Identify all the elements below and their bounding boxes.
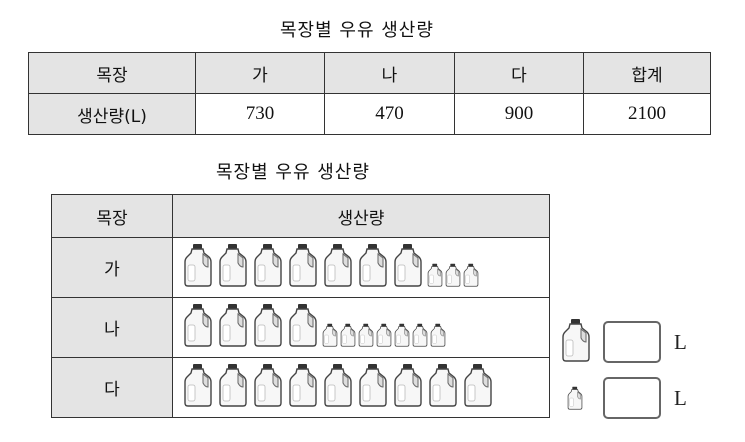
- big-milk-jug-icon: [182, 243, 214, 292]
- big-milk-jug-icon: [287, 303, 319, 352]
- summary-value-total: 2100: [583, 93, 711, 135]
- pictograph-farm-label: 가: [51, 237, 173, 298]
- legend-small-unit: L: [674, 386, 687, 410]
- small-milk-jug-icon: [445, 263, 461, 292]
- summary-header-farm: 목장: [28, 52, 196, 94]
- big-milk-jug-icon: [217, 243, 249, 292]
- summary-header-total: 합계: [583, 52, 711, 94]
- big-milk-jug-icon: [392, 243, 424, 292]
- legend-small-milk-jug-icon: [567, 386, 583, 414]
- summary-value-ga: 730: [195, 93, 325, 135]
- big-milk-jug-icon: [217, 303, 249, 352]
- milk-jug-icon-group: [182, 363, 549, 412]
- summary-value-da: 900: [454, 93, 584, 135]
- big-milk-jug-icon: [462, 363, 494, 412]
- big-milk-jug-icon: [322, 363, 354, 412]
- summary-table: 목장 가 나 다 합계 생산량(L) 730 470 900 2100: [28, 52, 711, 135]
- big-milk-jug-icon: [287, 243, 319, 292]
- summary-table-title: 목장별 우유 생산량: [280, 20, 434, 41]
- big-milk-jug-icon: [252, 363, 284, 412]
- pictograph-header-farm: 목장: [51, 194, 173, 238]
- milk-jug-icon-group: [182, 303, 549, 352]
- big-milk-jug-icon: [182, 303, 214, 352]
- small-milk-jug-icon: [427, 263, 443, 292]
- big-milk-jug-icon: [357, 363, 389, 412]
- pictograph-icons-cell: [172, 357, 550, 418]
- small-milk-jug-icon: [358, 323, 374, 352]
- legend-big-value-box[interactable]: [603, 321, 661, 363]
- summary-header-da: 다: [454, 52, 584, 94]
- small-milk-jug-icon: [394, 323, 410, 352]
- small-milk-jug-icon: [412, 323, 428, 352]
- pictograph-row-ga: 가: [51, 237, 550, 298]
- small-milk-jug-icon: [430, 323, 446, 352]
- summary-header-row: 목장 가 나 다 합계: [28, 52, 711, 94]
- pictograph-title: 목장별 우유 생산량: [216, 162, 370, 183]
- pictograph-farm-label: 다: [51, 357, 173, 418]
- summary-header-ga: 가: [195, 52, 325, 94]
- small-milk-jug-icon: [463, 263, 479, 292]
- big-milk-jug-icon: [182, 363, 214, 412]
- small-milk-jug-icon: [376, 323, 392, 352]
- legend-big-milk-jug-icon: [560, 318, 592, 366]
- big-milk-jug-icon: [287, 363, 319, 412]
- pictograph-header-row: 목장 생산량: [51, 194, 550, 238]
- big-milk-jug-icon: [252, 303, 284, 352]
- summary-value-na: 470: [324, 93, 455, 135]
- milk-jug-icon-group: [182, 243, 549, 292]
- legend-big-unit: L: [674, 330, 687, 354]
- pictograph-icons-cell: [172, 297, 550, 358]
- summary-value-row: 생산량(L) 730 470 900 2100: [28, 93, 711, 135]
- small-milk-jug-icon: [322, 323, 338, 352]
- summary-header-na: 나: [324, 52, 455, 94]
- big-milk-jug-icon: [392, 363, 424, 412]
- pictograph-table: 목장 생산량 가 나 다: [51, 194, 550, 418]
- pictograph-farm-label: 나: [51, 297, 173, 358]
- big-milk-jug-icon: [427, 363, 459, 412]
- pictograph-row-na: 나: [51, 297, 550, 358]
- big-milk-jug-icon: [252, 243, 284, 292]
- legend-small-value-box[interactable]: [603, 377, 661, 419]
- big-milk-jug-icon: [357, 243, 389, 292]
- pictograph-icons-cell: [172, 237, 550, 298]
- pictograph-row-da: 다: [51, 357, 550, 418]
- summary-row-label: 생산량(L): [28, 93, 196, 135]
- pictograph-header-amount: 생산량: [172, 194, 550, 238]
- small-milk-jug-icon: [340, 323, 356, 352]
- big-milk-jug-icon: [322, 243, 354, 292]
- big-milk-jug-icon: [217, 363, 249, 412]
